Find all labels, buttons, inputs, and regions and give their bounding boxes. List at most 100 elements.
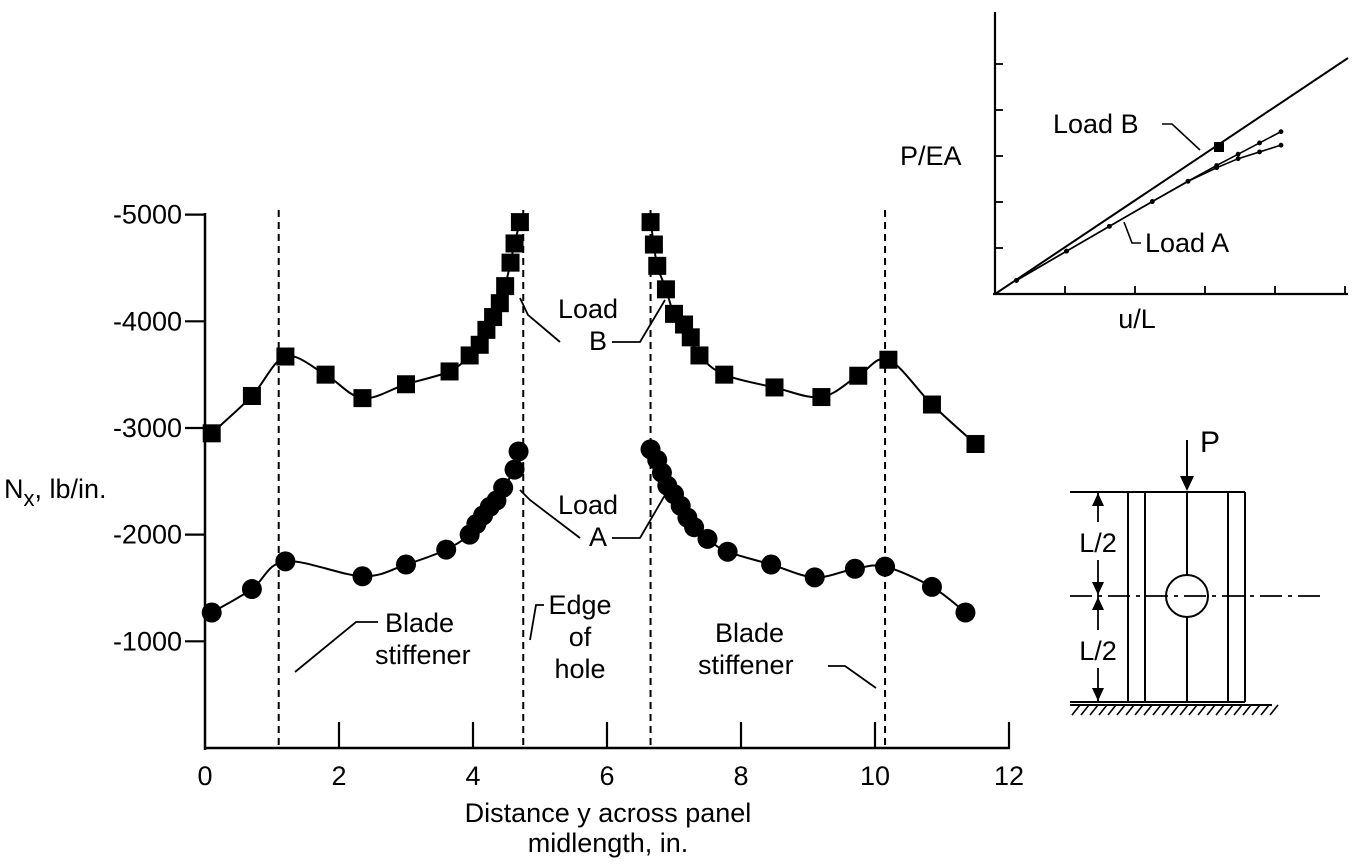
load-b-point xyxy=(656,280,675,299)
inset-load-a-label: Load A xyxy=(1145,228,1229,258)
inset-load-b-label: Load B xyxy=(1053,109,1139,139)
reference-lines xyxy=(277,210,887,748)
load-a-point xyxy=(697,528,718,549)
x-ticks: 0 2 4 6 8 10 12 xyxy=(197,722,1024,791)
x-axis-label-line2: midlength, in. xyxy=(528,828,689,858)
load-b-point xyxy=(879,350,898,369)
hatch-mark xyxy=(1143,704,1153,716)
hatch-mark xyxy=(1071,704,1081,716)
load-a-label-line1: Load xyxy=(558,490,618,520)
load-b-point xyxy=(316,365,335,384)
inset-curves xyxy=(994,57,1349,295)
load-a-point xyxy=(844,558,865,579)
load-b-point xyxy=(690,346,709,365)
load-b-leader-left xyxy=(519,297,561,343)
edge-of-hole-line3: hole xyxy=(554,654,605,684)
inset-load-a-line xyxy=(1016,144,1282,282)
hatch-mark xyxy=(1152,704,1162,716)
blade-stiffener-left-leader xyxy=(294,621,378,673)
x-tick-label: 12 xyxy=(994,761,1024,791)
hatch-mark xyxy=(1080,704,1090,716)
edge-of-hole-line2: of xyxy=(569,622,592,652)
load-a-point xyxy=(955,602,976,623)
ground-hatch xyxy=(1071,704,1279,716)
load-b-point xyxy=(849,366,868,385)
inset-x-label: u/L xyxy=(1118,304,1156,334)
hatch-mark xyxy=(1260,704,1270,716)
load-a-point xyxy=(241,579,262,600)
load-b-point xyxy=(353,389,372,408)
dim-label-upper-bg xyxy=(1072,522,1124,560)
load-b-point xyxy=(440,362,459,381)
load-b-point xyxy=(641,213,660,232)
dim-arrow-1 xyxy=(1092,493,1104,506)
load-b-point xyxy=(490,294,509,313)
load-a-label-line2: A xyxy=(589,522,607,552)
inset-linear-line xyxy=(994,57,1349,295)
hatch-mark xyxy=(1125,704,1135,716)
load-a-point xyxy=(396,554,416,575)
y-tick-label: -3000 xyxy=(113,413,182,443)
load-b-label-line2: B xyxy=(589,326,607,356)
load-b-point xyxy=(648,256,667,275)
load-a-point xyxy=(761,554,782,575)
load-a-point xyxy=(508,441,529,462)
load-b-leader-right xyxy=(612,299,666,343)
load-a-point xyxy=(275,551,296,572)
load-a-point xyxy=(504,459,525,480)
dim-arrow-3 xyxy=(1092,597,1104,610)
load-a-point xyxy=(875,556,896,577)
load-a-point xyxy=(684,517,705,538)
inset-load-b-marker xyxy=(1214,142,1224,152)
dim-arrow-4 xyxy=(1092,688,1104,701)
x-tick-label: 10 xyxy=(860,761,890,791)
load-a-point xyxy=(493,477,514,498)
x-tick-label: 8 xyxy=(733,761,748,791)
markers xyxy=(201,213,985,623)
inset-load-a-point xyxy=(1064,248,1069,254)
x-tick-label: 4 xyxy=(465,761,480,791)
inset-load-b-leader xyxy=(1162,123,1201,151)
inset-load-a-point xyxy=(1149,199,1155,204)
x-tick-label: 2 xyxy=(331,761,346,791)
edge-of-hole-line1: Edge xyxy=(548,590,611,620)
hatch-mark xyxy=(1134,704,1144,716)
load-a-point xyxy=(436,539,457,560)
hatch-mark xyxy=(1179,704,1189,716)
load-p-label: P xyxy=(1200,426,1220,459)
inset-load-a-point xyxy=(1278,142,1284,148)
hatch-mark xyxy=(1188,704,1198,716)
hatch-mark xyxy=(1170,704,1180,716)
dim-arrow-2 xyxy=(1092,582,1104,595)
load-b-point xyxy=(510,213,529,232)
load-b-point xyxy=(922,395,941,414)
load-b-point xyxy=(715,365,734,384)
load-b-point xyxy=(242,386,261,405)
load-b-point xyxy=(397,375,415,394)
inset-load-a-point xyxy=(1185,178,1191,184)
inset-load-a-point xyxy=(1014,278,1019,283)
blade-stiffener-left-line1: Blade xyxy=(385,608,454,638)
load-b-point xyxy=(496,277,515,296)
y-tick-label: -5000 xyxy=(113,200,182,230)
x-tick-label: 0 xyxy=(197,761,212,791)
load-b-point xyxy=(966,434,985,453)
load-b-point xyxy=(484,308,503,327)
load-b-point xyxy=(765,378,784,397)
inset-load-b-point xyxy=(1235,151,1241,157)
blade-stiffener-right-leader xyxy=(828,665,877,689)
y-tick-label: -4000 xyxy=(113,306,182,336)
load-b-label-line1: Load xyxy=(558,294,618,324)
load-b-point xyxy=(202,424,221,443)
dim-label-lower-bg xyxy=(1072,630,1124,668)
hatch-mark xyxy=(1116,704,1126,716)
inset-ticks xyxy=(995,63,1346,294)
hatch-mark xyxy=(1242,704,1252,716)
hatch-mark xyxy=(1224,704,1234,716)
y-ticks: -1000 -2000 -3000 -4000 -5000 xyxy=(113,200,205,656)
hatch-mark xyxy=(1161,704,1171,716)
inset-load-a-point xyxy=(1257,149,1262,155)
inset-load-b-point xyxy=(1257,140,1262,146)
load-b-point xyxy=(470,335,489,354)
